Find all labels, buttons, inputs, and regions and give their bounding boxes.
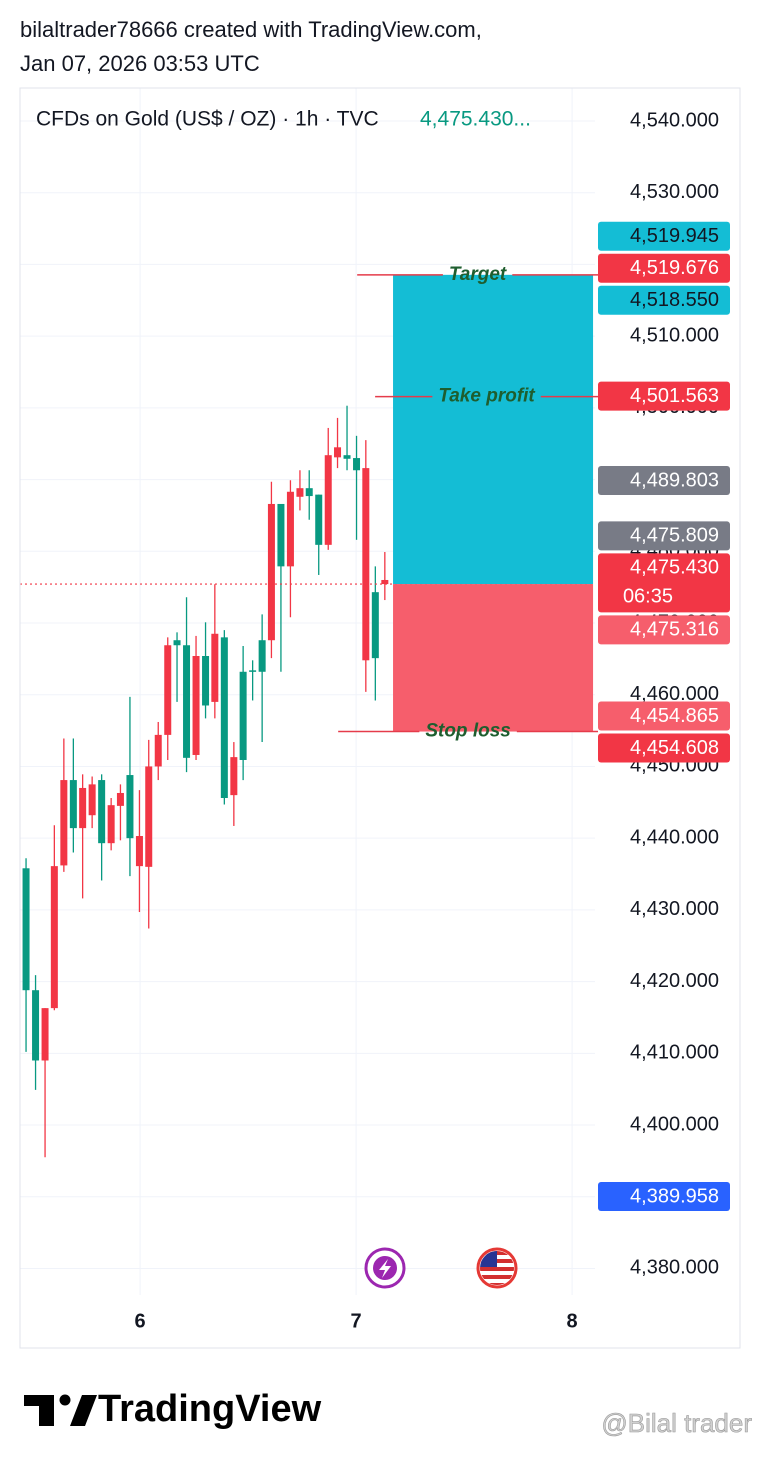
x-tick-label: 8	[567, 1310, 578, 1332]
candle-body	[286, 491, 294, 567]
y-tick-label: 4,530.000	[630, 181, 719, 203]
price-tag	[598, 253, 730, 283]
price-tag	[598, 733, 730, 763]
price-tag	[598, 221, 730, 251]
candle-body	[41, 1008, 49, 1061]
alert-icon	[364, 1247, 406, 1289]
candle-body	[116, 792, 124, 806]
candle-body	[22, 868, 30, 991]
legend-price: 4,475.430...	[420, 108, 531, 131]
y-tick-label: 4,540.000	[630, 109, 719, 131]
candle-body	[98, 780, 106, 844]
candle-body	[60, 780, 68, 866]
brand-logo	[24, 1394, 97, 1426]
level-label: Take profit	[438, 386, 535, 407]
price-tag-label: 4,518.550	[630, 289, 719, 311]
candle-body	[192, 656, 200, 755]
price-tag-label: 4,519.676	[630, 257, 719, 279]
candle-body	[126, 775, 134, 839]
price-tag-label: 4,475.430	[630, 557, 719, 579]
price-tag-label: 4,501.563	[630, 385, 719, 407]
x-tick-label: 7	[351, 1310, 362, 1332]
price-tag-label: 4,475.809	[630, 525, 719, 547]
candle-body	[220, 637, 228, 798]
axis-layer: 4,380.0004,390.0004,400.0004,410.0004,42…	[135, 109, 730, 1332]
candle-body	[305, 488, 313, 497]
price-tag-label: 4,519.945	[630, 225, 719, 247]
author-line: bilaltrader78666 created with TradingVie…	[20, 17, 482, 42]
candle-body	[79, 787, 87, 829]
price-tag	[598, 701, 730, 731]
candle-body	[183, 645, 191, 758]
level-label: Target	[449, 264, 507, 285]
profit-zone	[393, 274, 594, 585]
candle-body	[267, 503, 275, 641]
y-tick-label: 4,420.000	[630, 970, 719, 992]
price-tag-label: 4,389.958	[630, 1185, 719, 1207]
y-tick-label: 4,410.000	[630, 1042, 719, 1064]
candle-body	[32, 990, 40, 1061]
x-tick-label: 6	[135, 1310, 146, 1332]
chart-frame	[19, 87, 741, 1349]
candle-body	[88, 784, 96, 816]
candle-body	[211, 633, 219, 702]
price-tag-label: 4,475.316	[630, 619, 719, 641]
candle-body	[353, 458, 361, 471]
candle-body	[362, 468, 370, 661]
candle-body	[296, 488, 304, 497]
level-label: Stop loss	[425, 721, 511, 742]
price-tag	[598, 553, 730, 613]
y-tick-label: 4,430.000	[630, 898, 719, 920]
y-tick-label: 4,440.000	[630, 826, 719, 848]
candle-body	[154, 734, 162, 767]
legend-title: CFDs on Gold (US$ / OZ) · 1h · TVC	[36, 108, 379, 131]
price-tag	[598, 465, 730, 495]
candle-body	[381, 579, 389, 585]
candle-body	[50, 866, 58, 1009]
candle-body	[343, 455, 351, 459]
candle-body	[69, 780, 77, 829]
marks-layer: Target Take profit Stop loss	[20, 264, 598, 1158]
y-tick-label: 4,380.000	[630, 1257, 719, 1279]
candle-body	[277, 503, 285, 567]
y-tick-label: 4,400.000	[630, 1113, 719, 1135]
price-tag	[598, 521, 730, 551]
watermark: @Bilal trader	[601, 1408, 752, 1438]
candle-body	[239, 671, 247, 760]
price-tag	[598, 285, 730, 315]
candle-body	[258, 640, 266, 672]
candle-body	[230, 757, 238, 796]
candle-body	[249, 670, 257, 672]
y-tick-label: 4,460.000	[630, 683, 719, 705]
candle-body	[135, 836, 143, 867]
candle-body	[371, 592, 379, 659]
price-tag-label: 4,454.865	[630, 705, 719, 727]
price-tag-label: 4,489.803	[630, 469, 719, 491]
candle-body	[334, 447, 342, 458]
candle-body	[202, 656, 210, 706]
price-tag-countdown: 06:35	[623, 586, 673, 608]
price-tag	[598, 1182, 730, 1212]
candle-body	[107, 805, 115, 844]
us-flag-icon	[476, 1247, 518, 1289]
candle-body	[324, 455, 332, 545]
candle-body	[173, 640, 181, 646]
price-tag-label: 4,454.608	[630, 737, 719, 759]
price-tag	[598, 381, 730, 411]
date-line: Jan 07, 2026 03:53 UTC	[20, 51, 260, 76]
price-tag	[598, 615, 730, 645]
candle-body	[145, 766, 153, 867]
candle-body	[315, 494, 323, 545]
loss-zone	[393, 584, 594, 732]
brand-name: TradingView	[98, 1388, 322, 1430]
candle-body	[164, 645, 172, 735]
y-tick-label: 4,510.000	[630, 324, 719, 346]
